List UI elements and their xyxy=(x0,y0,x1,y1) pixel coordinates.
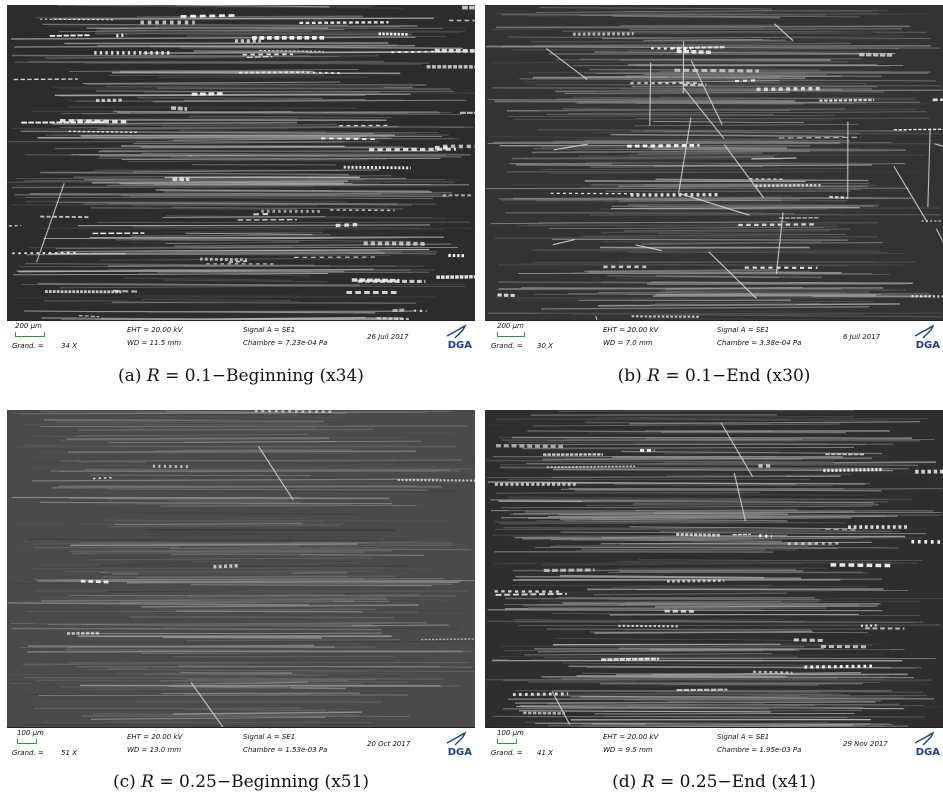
magnification: 41 X xyxy=(537,749,553,757)
databar-b: 200 µm Grand. = 30 X EHT = 20.00 kV WD =… xyxy=(485,320,943,353)
logo-text: DGA xyxy=(447,340,472,351)
fiber-texture-d xyxy=(485,410,943,760)
signal-value: Signal A = SE1 xyxy=(243,733,296,741)
caption-c: (c) R = 0.25−Beginning (x51) xyxy=(7,772,475,792)
grand-label: Grand. = xyxy=(491,342,523,350)
dga-logo-icon xyxy=(914,324,935,339)
caption-text: = 0.25−End (x41) xyxy=(654,772,816,792)
scale-bar xyxy=(15,332,45,337)
magnification: 30 X xyxy=(537,342,553,350)
scale-bar xyxy=(17,739,37,744)
eht-value: EHT = 20.00 kV xyxy=(127,733,183,741)
signal-value: Signal A = SE1 xyxy=(717,733,770,741)
eht-value: EHT = 20.00 kV xyxy=(127,326,183,334)
grand-label: Grand. = xyxy=(491,749,523,757)
caption-text: = 0.1−End (x30) xyxy=(659,366,811,386)
caption-prefix: (c) xyxy=(112,772,142,792)
caption-b: (b) R = 0.1−End (x30) xyxy=(485,366,943,386)
scale-bar xyxy=(497,332,525,337)
caption-variable: R xyxy=(641,772,655,792)
wd-value: WD = 13.0 mm xyxy=(127,746,182,754)
grand-label: Grand. = xyxy=(12,342,44,350)
databar-c: 100 µm Grand. = 51 X EHT = 20.00 kV WD =… xyxy=(7,727,475,760)
caption-variable: R xyxy=(647,366,660,386)
acquisition-date: 6 Juil 2017 xyxy=(843,333,881,341)
acquisition-date: 20 Oct 2017 xyxy=(367,740,411,748)
fiber-texture-c xyxy=(7,410,475,760)
grand-label: Grand. = xyxy=(12,749,44,757)
signal-value: Signal A = SE1 xyxy=(717,326,770,334)
chambre-value: Chambre = 1.53e-03 Pa xyxy=(243,746,328,754)
signal-value: Signal A = SE1 xyxy=(243,326,296,334)
caption-prefix: (d) xyxy=(612,772,642,792)
caption-prefix: (a) xyxy=(118,366,147,386)
acquisition-date: 29 Nov 2017 xyxy=(843,740,888,748)
wd-value: WD = 9.5 mm xyxy=(603,746,653,754)
chambre-value: Chambre = 3.38e-04 Pa xyxy=(717,339,802,347)
sem-image-b: 200 µm Grand. = 30 X EHT = 20.00 kV WD =… xyxy=(485,5,943,353)
magnification: 34 X xyxy=(61,342,77,350)
chambre-value: Chambre = 1.95e-03 Pa xyxy=(717,746,802,754)
caption-variable: R xyxy=(141,772,154,792)
wd-value: WD = 7.0 mm xyxy=(603,339,653,347)
sem-image-c: 100 µm Grand. = 51 X EHT = 20.00 kV WD =… xyxy=(7,410,475,760)
acquisition-date: 26 Juil 2017 xyxy=(367,333,409,341)
wd-value: WD = 11.5 mm xyxy=(127,339,182,347)
eht-value: EHT = 20.00 kV xyxy=(603,326,659,334)
scale-label: 100 µm xyxy=(497,729,524,737)
databar-d: 100 µm Grand. = 41 X EHT = 20.00 kV WD =… xyxy=(485,727,943,760)
logo-text: DGA xyxy=(915,340,940,351)
caption-text: = 0.25−Beginning (x51) xyxy=(153,772,370,792)
scale-label: 200 µm xyxy=(15,322,42,330)
sem-image-d: 100 µm Grand. = 41 X EHT = 20.00 kV WD =… xyxy=(485,410,943,760)
magnification: 51 X xyxy=(61,749,77,757)
eht-value: EHT = 20.00 kV xyxy=(603,733,659,741)
caption-variable: R xyxy=(146,366,160,386)
chambre-value: Chambre = 7.23e-04 Pa xyxy=(243,339,328,347)
logo-text: DGA xyxy=(915,747,940,758)
sem-image-a: 200 µm Grand. = 34 X EHT = 20.00 kV WD =… xyxy=(7,5,475,353)
caption-a: (a) R = 0.1−Beginning (x34) xyxy=(7,366,475,386)
caption-d: (d) R = 0.25−End (x41) xyxy=(485,772,943,792)
dga-logo-icon xyxy=(914,731,935,746)
scale-bar xyxy=(497,739,517,744)
fiber-texture-a xyxy=(7,5,475,353)
caption-text: = 0.1−Beginning (x34) xyxy=(159,366,364,386)
scale-label: 200 µm xyxy=(497,322,524,330)
databar-a: 200 µm Grand. = 34 X EHT = 20.00 kV WD =… xyxy=(7,320,475,353)
caption-prefix: (b) xyxy=(617,366,648,386)
scale-label: 100 µm xyxy=(17,729,44,737)
dga-logo-icon xyxy=(446,731,467,746)
fiber-texture-b xyxy=(485,5,943,353)
dga-logo-icon xyxy=(446,324,467,339)
logo-text: DGA xyxy=(447,747,472,758)
